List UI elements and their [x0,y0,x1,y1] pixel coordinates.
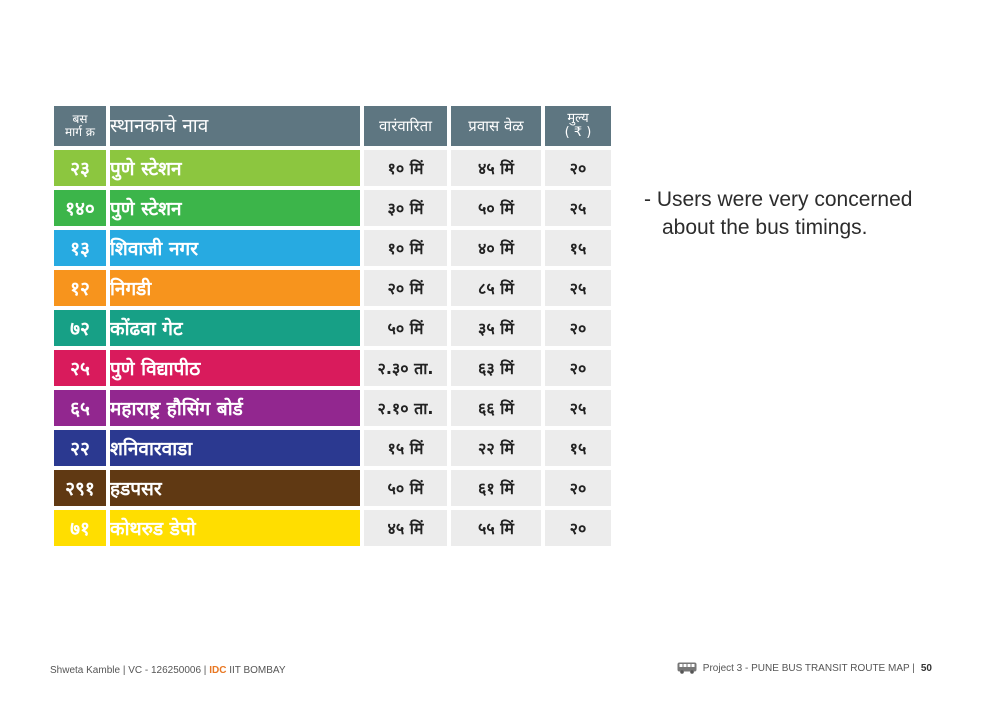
fare-cell: २० [545,470,611,506]
station-name-cell: हडपसर [110,470,360,506]
footer-project: Project 3 - PUNE BUS TRANSIT ROUTE MAP |… [677,662,932,674]
author-text: Shweta Kamble | VC - 126250006 | [50,665,207,676]
frequency-cell: ४५ मिं [364,510,447,546]
frequency-cell: ५० मिं [364,470,447,506]
table-row: ७२ कोंढवा गेट ५० मिं ३५ मिं २० [54,310,611,346]
route-number-cell: २९१ [54,470,106,506]
route-number-cell: १३ [54,230,106,266]
route-number-cell: १२ [54,270,106,306]
frequency-cell: ५० मिं [364,310,447,346]
frequency-cell: १० मिं [364,150,447,186]
org-highlight: IDC [209,665,227,676]
travel-time-cell: ६१ मिं [451,470,541,506]
header-fare: मुल्य ( ₹ ) [545,106,611,146]
route-table: बस मार्ग क्र स्थानकाचे नाव वारंवारिता प्… [50,102,615,550]
table-row: १४० पुणे स्टेशन ३० मिं ५० मिं २५ [54,190,611,226]
fare-cell: २० [545,350,611,386]
footer-author: Shweta Kamble | VC - 126250006 | IDC IIT… [50,665,286,676]
table-row: १२ निगडी २० मिं ८५ मिं २५ [54,270,611,306]
route-number-cell: २२ [54,430,106,466]
table-row: १३ शिवाजी नगर १० मिं ४० मिं १५ [54,230,611,266]
station-name-cell: महाराष्ट्र हौसिंग बोर्ड [110,390,360,426]
station-name-cell: शिवाजी नगर [110,230,360,266]
travel-time-cell: ५५ मिं [451,510,541,546]
table-row: २५ पुणे विद्यापीठ २.३० ता. ६३ मिं २० [54,350,611,386]
fare-cell: २० [545,510,611,546]
station-name-cell: शनिवारवाडा [110,430,360,466]
frequency-cell: ३० मिं [364,190,447,226]
route-number-cell: २३ [54,150,106,186]
bus-icon [677,662,697,674]
route-number-cell: ६५ [54,390,106,426]
station-name-cell: कोथरुड डेपो [110,510,360,546]
observation-note: - Users were very concerned about the bu… [644,186,912,242]
route-number-cell: १४० [54,190,106,226]
station-name-cell: निगडी [110,270,360,306]
frequency-cell: १० मिं [364,230,447,266]
station-name-cell: कोंढवा गेट [110,310,360,346]
note-line-2: about the bus timings. [662,216,868,239]
header-route-number: बस मार्ग क्र [54,106,106,146]
table-row: २९१ हडपसर ५० मिं ६१ मिं २० [54,470,611,506]
note-line-1: - Users were very concerned [644,188,913,211]
table-row: २३ पुणे स्टेशन १० मिं ४५ मिं २० [54,150,611,186]
travel-time-cell: ६३ मिं [451,350,541,386]
fare-cell: २५ [545,270,611,306]
station-name-cell: पुणे स्टेशन [110,190,360,226]
route-number-cell: २५ [54,350,106,386]
header-travel-time: प्रवास वेळ [451,106,541,146]
station-name-cell: पुणे विद्यापीठ [110,350,360,386]
fare-cell: १५ [545,230,611,266]
travel-time-cell: २२ मिं [451,430,541,466]
table-row: ७१ कोथरुड डेपो ४५ मिं ५५ मिं २० [54,510,611,546]
travel-time-cell: ३५ मिं [451,310,541,346]
fare-cell: २५ [545,390,611,426]
project-text: Project 3 - PUNE BUS TRANSIT ROUTE MAP | [702,662,915,674]
org-text: IIT BOMBAY [229,665,286,676]
travel-time-cell: ८५ मिं [451,270,541,306]
frequency-cell: २० मिं [364,270,447,306]
route-number-cell: ७१ [54,510,106,546]
fare-cell: १५ [545,430,611,466]
frequency-cell: २.१० ता. [364,390,447,426]
table-row: ६५ महाराष्ट्र हौसिंग बोर्ड २.१० ता. ६६ मिं २… [54,390,611,426]
fare-cell: २५ [545,190,611,226]
table-row: २२ शनिवारवाडा १५ मिं २२ मिं १५ [54,430,611,466]
travel-time-cell: ४५ मिं [451,150,541,186]
page-number: 50 [920,662,932,674]
fare-cell: २० [545,150,611,186]
fare-cell: २० [545,310,611,346]
frequency-cell: १५ मिं [364,430,447,466]
table-header-row: बस मार्ग क्र स्थानकाचे नाव वारंवारिता प्… [54,106,611,146]
travel-time-cell: ५० मिं [451,190,541,226]
header-frequency: वारंवारिता [364,106,447,146]
route-number-cell: ७२ [54,310,106,346]
header-station-name: स्थानकाचे नाव [110,106,360,146]
frequency-cell: २.३० ता. [364,350,447,386]
station-name-cell: पुणे स्टेशन [110,150,360,186]
travel-time-cell: ४० मिं [451,230,541,266]
travel-time-cell: ६६ मिं [451,390,541,426]
